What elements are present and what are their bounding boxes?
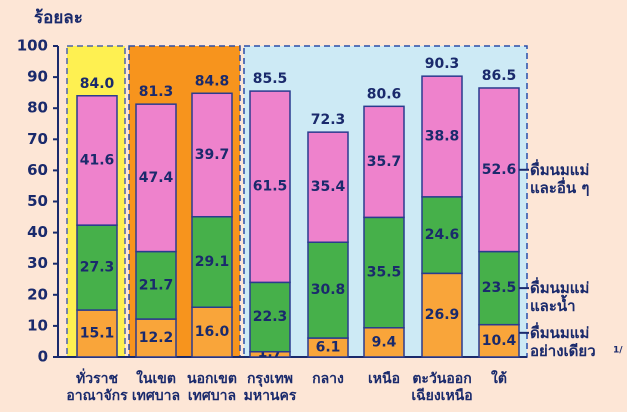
y-tick-label: 90 [27,68,48,86]
x-tick-label: ทั่วราชอาณาจักร [66,368,128,404]
bar-segment [76,309,118,358]
bar-segment [307,241,349,339]
bar-segment [421,272,463,358]
bar-segment [191,306,233,358]
bar-segment [421,196,463,275]
bar-segment [363,105,405,219]
x-tick-label: กลาง [312,371,344,387]
y-tick-label: 50 [27,192,48,210]
bar-segment [421,75,463,198]
y-tick-label: 10 [27,316,48,334]
legend-label: ดื่มนมแม่และอื่น ๆ [530,158,589,196]
total-label: 84.8 [195,73,230,89]
data-label: 21.7 [139,277,174,293]
bar-segment [76,95,118,226]
data-label: 39.7 [195,147,230,163]
data-label: 12.2 [139,330,174,346]
data-label: 26.9 [425,307,460,323]
y-tick-label: 100 [17,37,48,55]
total-label: 72.3 [311,112,346,128]
y-tick-label: 40 [27,223,48,241]
y-tick-label: 20 [27,285,48,303]
data-label: 52.6 [482,162,517,178]
data-label: 6.1 [316,340,341,356]
data-label: 41.6 [80,152,115,168]
data-label: 29.1 [195,254,230,270]
data-label: 15.1 [80,326,115,342]
x-tick-label: นอกเขตเทศบาล [187,371,237,404]
total-label: 90.3 [425,56,460,72]
total-label: 86.5 [482,68,517,84]
data-label: 47.4 [139,170,174,186]
data-label: 9.4 [372,334,397,350]
data-label: 22.3 [253,309,288,325]
data-label: 38.8 [425,129,460,145]
bar-segment [191,215,233,308]
y-axis-label: ร้อยละ [34,8,83,28]
bar-segment [478,250,520,326]
bar-segment [478,87,520,253]
y-tick-label: 60 [27,161,48,179]
legend-label: ดื่มนมแม่และน้ำ [530,277,589,315]
x-tick-label: ตะวันออกเฉียงเหนือ [411,371,472,404]
x-tick-label: กรุงเทพมหานคร [244,371,297,404]
total-label: 81.3 [139,84,174,100]
data-label: 35.5 [367,265,402,281]
total-label: 85.5 [253,71,288,87]
x-tick-label: เหนือ [368,371,400,387]
bar-segment [76,224,118,311]
data-label: 10.4 [482,333,517,349]
x-tick-label: ใต้ [491,369,507,387]
total-label: 84.0 [80,76,115,92]
bar-segment [191,92,233,218]
data-label: 16.0 [195,324,230,340]
x-tick-label: ในเขตเทศบาล [132,369,180,404]
y-tick-label: 80 [27,99,48,117]
footnote-mark: 1/ [613,346,623,356]
data-label: 35.7 [367,154,402,170]
data-label: 30.8 [311,282,346,298]
data-label: 23.5 [482,280,517,296]
data-label: 24.6 [425,227,460,243]
legend-label: ดื่มนมแม่อย่างเดียว [530,321,596,359]
data-label: 61.5 [253,179,288,195]
total-label: 80.6 [367,86,402,102]
bar-segment [135,103,177,253]
data-label: 27.3 [80,260,115,276]
data-label: 35.4 [311,179,346,195]
y-tick-label: 70 [27,130,48,148]
bar-segment [307,131,349,243]
bar-segment [249,90,291,284]
y-tick-label: 0 [38,348,48,366]
y-tick-label: 30 [27,254,48,272]
bar-segment [478,323,520,358]
